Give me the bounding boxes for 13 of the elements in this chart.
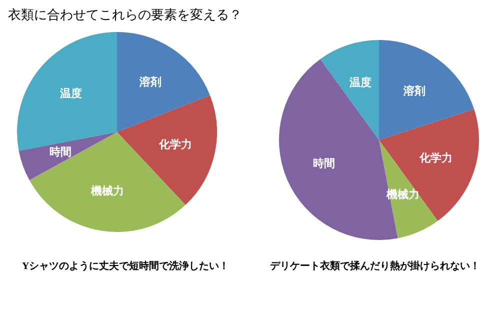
slice-label: 溶剤 [138,75,162,88]
text: Yシャツのように丈夫で短時間で洗浄したい！ [22,260,230,273]
slice-label: 化学力 [158,138,192,152]
slice-label: 時間 [50,145,72,158]
text: デリケート衣類で揉んだり熱が掛けられない！ [270,259,480,273]
slice-label: 温度 [58,86,82,100]
slice-label: 温度 [348,76,372,89]
slice-label: 機械力 [385,188,420,202]
chart-title: 衣類に合わせてこれらの要素を変える？ [8,6,242,24]
slice-label: 化学力 [418,152,453,165]
slice-label: 時間 [312,156,335,170]
slice-label: 溶剤 [402,84,426,98]
slice-label: 機械力 [90,184,124,198]
